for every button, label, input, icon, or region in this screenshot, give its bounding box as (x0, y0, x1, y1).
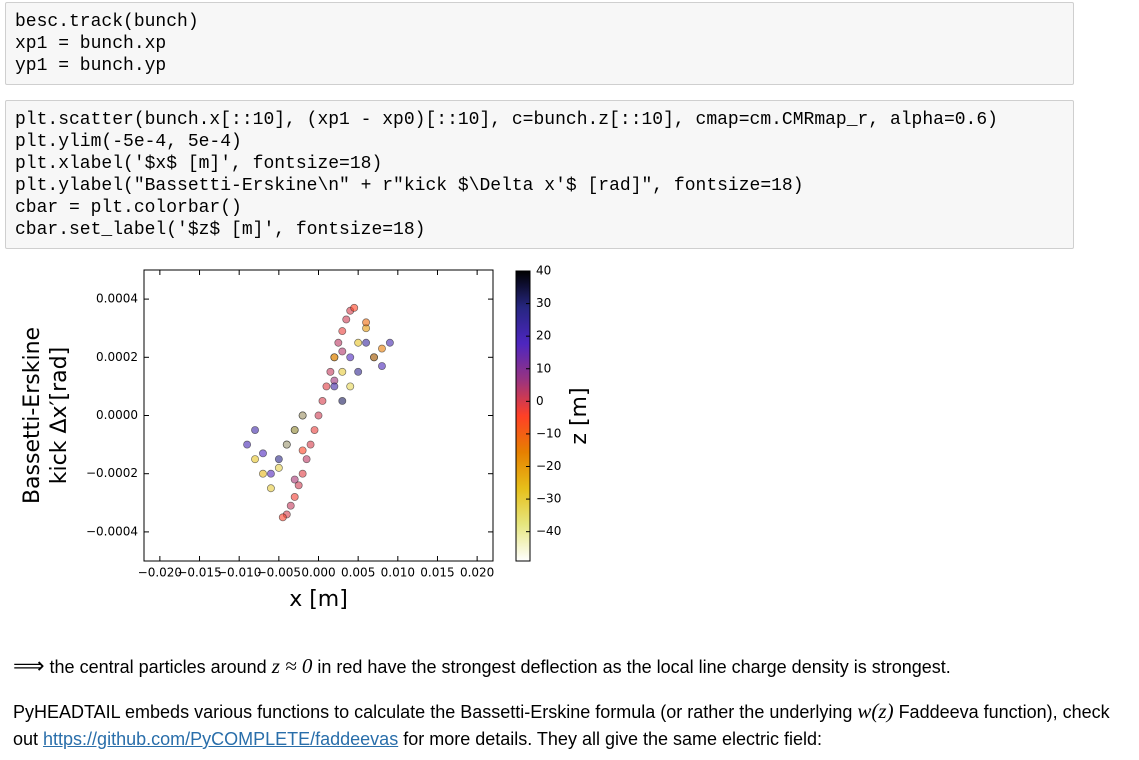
scatter-point (251, 426, 259, 434)
scatter-point (282, 440, 291, 449)
colorbar-tick-label: 10 (536, 361, 551, 375)
code-line: plt.ylim(-5e-4, 5e-4) (15, 132, 242, 152)
code-line: besc.track(bunch) (15, 12, 199, 32)
x-tick-label: −0.010 (217, 566, 261, 580)
scatter-point (298, 469, 307, 478)
link[interactable]: https://github.com/PyCOMPLETE/faddeevas (43, 729, 399, 749)
x-tick-label: −0.005 (257, 566, 301, 580)
scatter-point (370, 353, 378, 362)
text: in red have the strongest deflection as … (312, 657, 951, 677)
scatter-point (354, 338, 363, 347)
scatter-point (298, 411, 307, 420)
colorbar-tick-label: −30 (536, 492, 561, 506)
colorbar-tick-label: 0 (536, 394, 544, 408)
scatter-point (334, 338, 343, 347)
colorbar-tick-label: 30 (536, 296, 551, 310)
colorbar-label: z [m] (567, 387, 592, 444)
x-tick-label: 0.020 (460, 566, 494, 580)
colorbar-tick-label: 20 (536, 329, 551, 343)
text: for more details. They all give the same… (398, 729, 823, 749)
scatter-point (274, 455, 283, 464)
x-tick-label: 0.015 (420, 566, 454, 580)
scatter-point (362, 318, 371, 327)
scatter-point (314, 411, 323, 420)
scatter-point (294, 481, 303, 490)
scatter-point (342, 315, 351, 324)
colorbar-tick-label: 40 (536, 264, 551, 278)
text: PyHEADTAIL embeds various functions to c… (13, 702, 858, 722)
code-line: cbar = plt.colorbar() (15, 198, 242, 218)
y-tick-label: 0.0002 (96, 350, 138, 364)
scatter-point (290, 426, 299, 434)
scatter-point (330, 353, 339, 362)
scatter-point (330, 382, 339, 391)
scatter-point (290, 493, 299, 501)
paragraph: ⟹ the central particles around z ≈ 0 in … (13, 652, 1113, 681)
code-line: cbar.set_label('$z$ [m]', fontsize=18) (15, 220, 426, 240)
colorbar-tick-label: −40 (536, 524, 561, 538)
scatter-point (310, 426, 319, 434)
scatter-point (278, 513, 287, 522)
y-axis-label: Bassetti-Erskine (20, 327, 45, 504)
scatter-point (362, 338, 371, 347)
x-tick-label: −0.020 (138, 566, 182, 580)
x-axis-label: x [m] (289, 587, 348, 612)
math: z ≈ 0 (271, 654, 313, 678)
code-line: xp1 = bunch.xp (15, 34, 167, 54)
code-line: plt.xlabel('$x$ [m]', fontsize=18) (15, 154, 383, 174)
code-line: yp1 = bunch.yp (15, 56, 167, 76)
x-tick-label: 0.010 (381, 566, 415, 580)
scatter-point (306, 440, 315, 449)
scatter-point (298, 446, 307, 455)
scatter-point (385, 338, 394, 347)
x-tick-label: 0.000 (301, 566, 335, 580)
scatter-point (338, 397, 347, 405)
scatter-point (286, 501, 295, 510)
colorbar-tick-label: −10 (536, 426, 561, 440)
scatter-point (243, 440, 252, 449)
y-tick-label: −0.0004 (86, 524, 138, 538)
y-tick-label: 0.0000 (96, 408, 138, 422)
scatter-point (318, 397, 327, 405)
paragraph: PyHEADTAIL embeds various functions to c… (13, 698, 1113, 753)
scatter-point (354, 367, 363, 376)
scatter-point (378, 362, 386, 370)
y-tick-label: −0.0002 (86, 466, 138, 480)
scatter-point (338, 347, 347, 356)
y-axis-label: kick Δx′[rad] (47, 347, 72, 484)
scatter-point (346, 353, 355, 362)
scatter-point (302, 455, 311, 464)
scatter-point (338, 327, 347, 336)
scatter-chart: −0.020−0.015−0.010−0.005 0.000 0.005 0.010 0… (20, 264, 592, 613)
x-tick-label: 0.005 (341, 566, 375, 580)
math: w(z) (857, 699, 894, 723)
colorbar-tick-label: −20 (536, 459, 561, 473)
code-line: plt.ylabel("Bassetti-Erskine\n" + r"kick… (15, 176, 804, 196)
scatter-point (378, 344, 386, 353)
code-cell: besc.track(bunch) xp1 = bunch.xp yp1 = bun… (5, 2, 1074, 85)
scatter-point (274, 463, 283, 472)
scatter-point (251, 455, 259, 464)
code-line: plt.scatter(bunch.x[::10], (xp1 - xp0)[:… (15, 110, 998, 130)
scatter-point (290, 475, 299, 484)
scatter-point (350, 303, 359, 312)
y-tick-label: 0.0004 (96, 292, 138, 306)
scatter-point (346, 382, 355, 391)
scatter-point (338, 367, 347, 376)
text: the central particles around (44, 657, 272, 677)
implies-symbol: ⟹ (13, 653, 45, 678)
scatter-point (266, 484, 275, 493)
code-cell: plt.scatter(bunch.x[::10], (xp1 - xp0)[:… (5, 100, 1074, 249)
scatter-point (259, 469, 267, 478)
text: Faddeeva function), check out (13, 702, 1110, 749)
scatter-point (259, 449, 267, 458)
scatter-point (326, 367, 335, 376)
colorbar (515, 270, 531, 562)
x-tick-label: −0.015 (177, 566, 221, 580)
scatter-point (266, 469, 275, 478)
scatter-point (322, 382, 331, 391)
